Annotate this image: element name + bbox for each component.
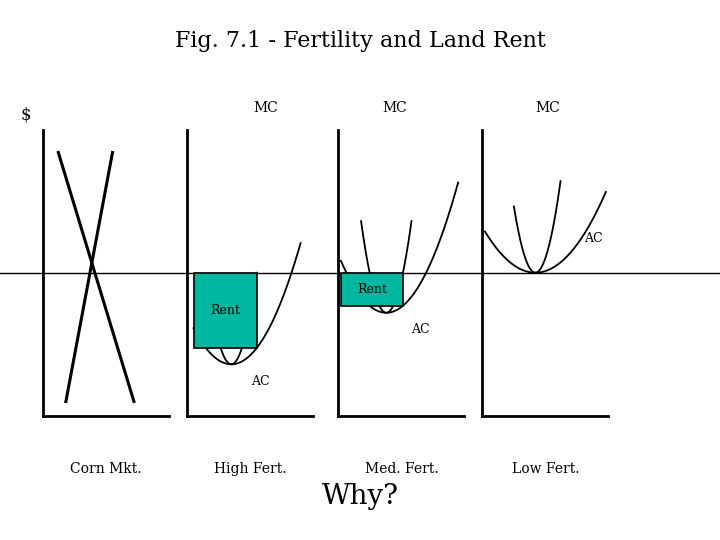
Text: Low Fert.: Low Fert. xyxy=(512,462,579,476)
FancyBboxPatch shape xyxy=(341,273,403,306)
Text: AC: AC xyxy=(251,375,269,388)
Text: $: $ xyxy=(20,107,31,124)
Text: MC: MC xyxy=(536,102,560,116)
Text: Corn Mkt.: Corn Mkt. xyxy=(71,462,142,476)
Text: MC: MC xyxy=(253,102,278,116)
Text: Fig. 7.1 - Fertility and Land Rent: Fig. 7.1 - Fertility and Land Rent xyxy=(174,30,546,52)
Text: Rent: Rent xyxy=(210,304,240,317)
Text: AC: AC xyxy=(584,232,603,245)
Text: Rent: Rent xyxy=(357,283,387,296)
Text: Med. Fert.: Med. Fert. xyxy=(364,462,438,476)
Text: Why?: Why? xyxy=(322,483,398,510)
Text: AC: AC xyxy=(411,323,430,336)
FancyBboxPatch shape xyxy=(194,273,256,348)
Text: MC: MC xyxy=(383,102,408,116)
Text: High Fert.: High Fert. xyxy=(214,462,287,476)
